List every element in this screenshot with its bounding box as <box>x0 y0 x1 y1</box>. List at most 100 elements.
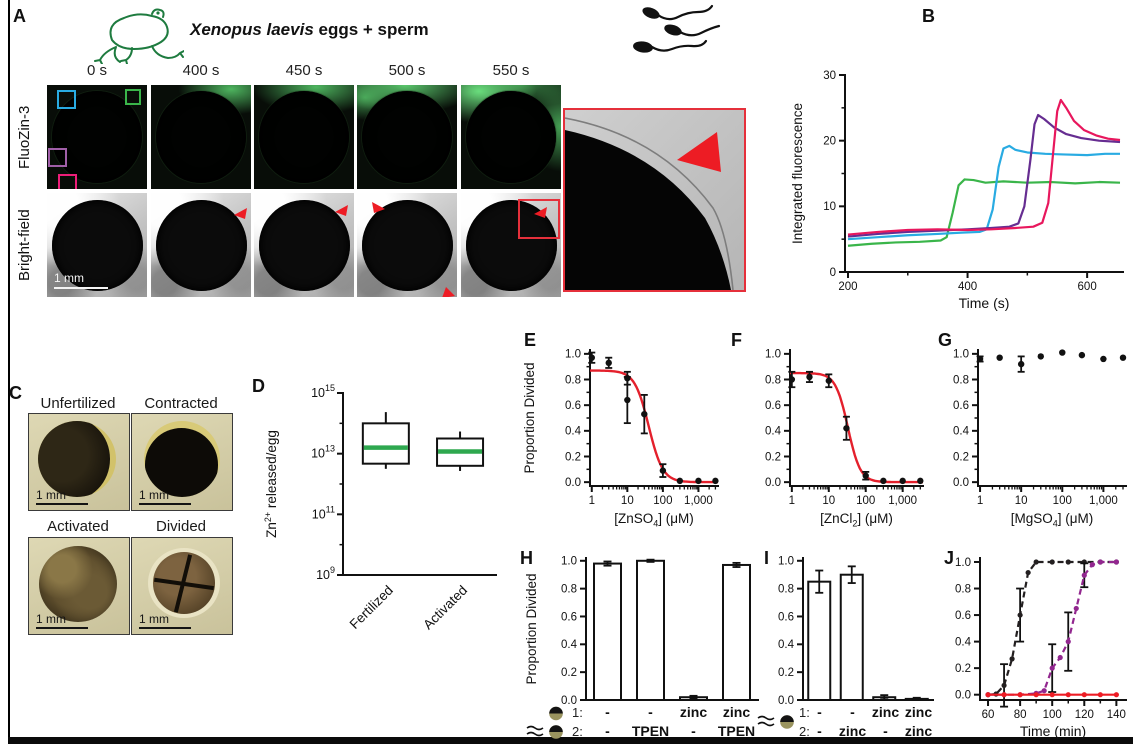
brightfield-frame-400s <box>151 193 251 297</box>
egg-icon <box>549 706 563 721</box>
condition-value: - <box>817 723 822 739</box>
svg-text:0.2: 0.2 <box>765 451 781 463</box>
fluorescence-line-chart: 0 10 20 30 200 400 600 Time (s) Integrated fluor… <box>790 70 1124 311</box>
svg-text:100: 100 <box>653 495 672 507</box>
svg-text:10: 10 <box>823 201 836 213</box>
scale-bar: 1 mm <box>36 612 88 629</box>
svg-text:0.6: 0.6 <box>565 400 581 412</box>
svg-text:1.0: 1.0 <box>561 556 577 568</box>
roi-box-purple <box>48 148 67 167</box>
tpen-rescue-bar-chart: 0.0 0.2 0.4 0.6 0.8 1.0 Proportion Divided <box>524 556 759 705</box>
svg-text:20: 20 <box>823 135 836 147</box>
svg-text:109: 109 <box>316 565 335 582</box>
svg-text:0: 0 <box>830 267 836 279</box>
egg-silhouette <box>156 91 246 183</box>
condition-value: - <box>648 704 653 720</box>
egg-silhouette <box>362 91 452 183</box>
condition-value: - <box>605 723 610 739</box>
svg-text:Integrated fluorescence: Integrated fluorescence <box>790 103 805 244</box>
title-rest: eggs + sperm <box>313 20 429 39</box>
condition-value: - <box>691 723 696 739</box>
panel-label-j: J <box>944 548 955 568</box>
egg-silhouette <box>156 200 247 291</box>
egg-image-activated: 1 mm <box>28 537 130 635</box>
svg-text:Zn2+ released/egg: Zn2+ released/egg <box>263 430 279 538</box>
condition-value: TPEN <box>717 723 756 739</box>
egg-silhouette <box>466 91 556 183</box>
svg-text:30: 30 <box>823 70 836 82</box>
svg-text:1011: 1011 <box>312 504 335 521</box>
mgso4-dose-response-chart: 0.0 0.2 0.4 0.6 0.8 1.0 1 10 100 1,000 [MgSO4] (μM… <box>953 349 1127 529</box>
time-label-400s: 400 s <box>182 62 220 79</box>
egg-state-title: Divided <box>155 518 207 535</box>
condition-value: zinc <box>722 704 751 720</box>
row-label-fluozin: FluoZin-3 <box>16 105 33 169</box>
svg-text:0.4: 0.4 <box>953 426 970 438</box>
egg-silhouette <box>259 200 350 291</box>
svg-text:0.0: 0.0 <box>953 477 969 489</box>
time-label-450s: 450 s <box>285 62 323 79</box>
panel-label-d: D <box>252 376 265 396</box>
svg-text:10: 10 <box>621 495 634 507</box>
egg-state-title: Unfertilized <box>40 395 116 412</box>
envelope-arrowhead-icon <box>372 202 385 213</box>
svg-text:0.8: 0.8 <box>561 583 577 595</box>
condition-value: - <box>817 704 822 720</box>
svg-text:0.8: 0.8 <box>955 583 971 595</box>
svg-text:1015: 1015 <box>311 383 335 400</box>
egg-state-title: Activated <box>47 518 109 535</box>
svg-text:1013: 1013 <box>311 444 335 461</box>
time-label-550s: 550 s <box>492 62 530 79</box>
condition-value: - <box>883 723 888 739</box>
svg-text:0.8: 0.8 <box>565 374 581 386</box>
figure-bottom-rule <box>8 737 1133 744</box>
svg-text:0.4: 0.4 <box>565 426 582 438</box>
zinc-release-boxplot: 109 1011 1013 1015 Fertilized Activated Zn2+ r… <box>263 383 497 632</box>
svg-text:10: 10 <box>822 495 835 507</box>
panel-label-i: I <box>764 548 770 568</box>
fluozin-frame-400s <box>151 85 251 189</box>
svg-text:0.2: 0.2 <box>953 451 969 463</box>
panel-a-title: Xenopus laevis eggs + sperm <box>190 20 429 40</box>
svg-text:1.0: 1.0 <box>953 349 969 361</box>
fluozin-frame-0s <box>47 85 147 189</box>
condition-value: - <box>605 704 610 720</box>
condition-value: zinc <box>871 704 900 720</box>
svg-text:Fertilized: Fertilized <box>347 583 396 632</box>
svg-text:1: 1 <box>589 495 595 507</box>
svg-text:1.0: 1.0 <box>565 349 581 361</box>
egg-silhouette <box>52 91 142 183</box>
panel-label-b: B <box>922 6 935 26</box>
brightfield-frame-550s <box>461 193 561 297</box>
condition-value: TPEN <box>631 723 670 739</box>
frog-icon <box>94 8 184 64</box>
svg-text:1: 1 <box>789 495 795 507</box>
svg-text:0.6: 0.6 <box>955 610 971 622</box>
condition-value: zinc <box>679 704 708 720</box>
time-label-0s: 0 s <box>86 62 107 79</box>
svg-text:1: 1 <box>977 495 983 507</box>
panel-label-c: C <box>9 383 22 403</box>
fluozin-frame-500s <box>357 85 457 189</box>
svg-text:0.2: 0.2 <box>778 667 794 679</box>
panel-label-f: F <box>731 330 742 350</box>
brightfield-frame-450s <box>254 193 354 297</box>
svg-text:1,000: 1,000 <box>684 495 713 507</box>
svg-text:1,000: 1,000 <box>888 495 917 507</box>
egg-image-unfertilized: 1 mm <box>28 413 130 511</box>
svg-text:0.2: 0.2 <box>565 451 581 463</box>
svg-text:0.8: 0.8 <box>765 374 781 386</box>
scale-bar: 1 mm <box>139 488 191 505</box>
panel-label-g: G <box>938 330 953 350</box>
svg-text:140: 140 <box>1107 709 1126 721</box>
envelope-arrowhead-icon <box>234 208 247 219</box>
egg-image-divided: 1 mm <box>131 537 233 635</box>
inset-graphic <box>565 117 734 290</box>
svg-text:0.8: 0.8 <box>778 583 794 595</box>
sperm-icons <box>633 4 721 53</box>
brightfield-frame-0s: 1 mm <box>47 193 147 297</box>
roi-box-blue <box>57 90 76 109</box>
scale-bar: 1 mm <box>139 612 191 629</box>
sperm-egg-icon <box>526 725 563 739</box>
figure-left-rule <box>8 0 10 744</box>
